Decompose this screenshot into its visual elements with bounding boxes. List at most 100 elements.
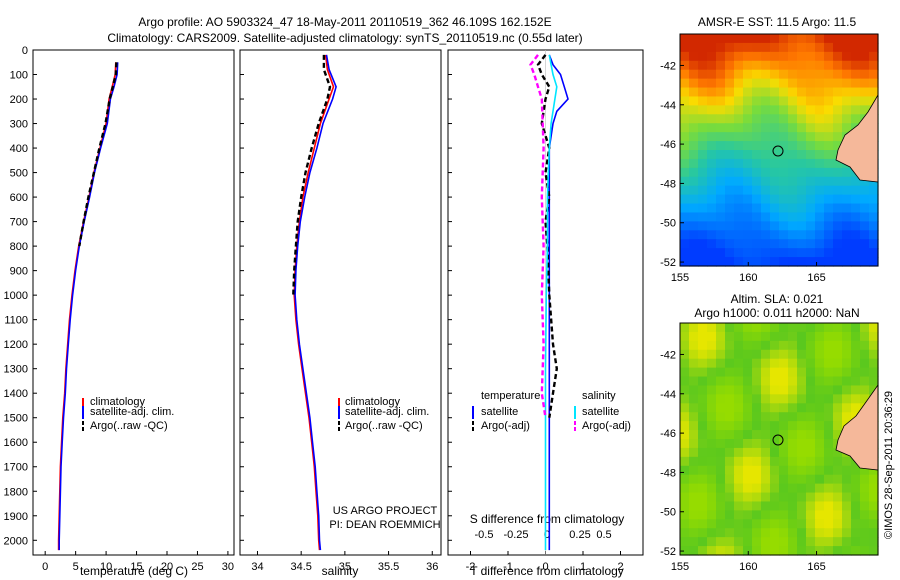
map-cell	[779, 439, 789, 449]
map-cell	[770, 96, 780, 106]
s-tick-label: -0.25	[503, 529, 528, 541]
map-cell	[770, 546, 780, 556]
map-cell	[797, 483, 807, 494]
map-cell	[797, 34, 807, 44]
map-cell	[842, 394, 852, 404]
map-cell	[761, 96, 771, 106]
map-cell	[851, 519, 861, 529]
map-cell	[698, 194, 708, 205]
map-cell	[734, 537, 744, 547]
map-cell	[761, 385, 771, 395]
map-cell	[698, 176, 708, 187]
map-cell	[797, 176, 807, 187]
map-cell	[743, 528, 753, 538]
map-cell	[788, 87, 798, 98]
map-cell	[797, 123, 807, 133]
map-cell	[689, 194, 699, 205]
map-cell	[860, 483, 870, 494]
map-cell	[698, 34, 708, 44]
map-cell	[770, 158, 780, 169]
map-cell	[770, 230, 780, 240]
map-cell	[824, 340, 834, 351]
map-cell	[680, 323, 690, 333]
map-cell	[806, 367, 816, 378]
map-cell	[734, 546, 744, 556]
map-cell	[806, 331, 816, 342]
map-cell	[779, 230, 789, 240]
map-cell	[698, 123, 708, 133]
map-cell	[761, 167, 771, 178]
map-cell	[698, 340, 708, 351]
map-cell	[725, 96, 735, 106]
map-cell	[797, 501, 807, 511]
map-cell	[680, 456, 690, 467]
map-cell	[680, 537, 690, 547]
map-cell	[860, 323, 870, 333]
map-cell	[743, 51, 753, 62]
y-tick-label: 1500	[4, 413, 28, 425]
map-cell	[842, 78, 852, 89]
map-cell	[842, 501, 852, 511]
temperature-x-axis-label: temperature (deg C)	[80, 564, 188, 578]
map-cell	[725, 78, 735, 89]
map-cell	[716, 114, 726, 124]
map-cell	[788, 185, 798, 196]
map-cell	[698, 203, 708, 214]
map-cell	[707, 51, 717, 62]
map-cell	[842, 114, 852, 124]
map-cell	[833, 60, 843, 71]
map-cell	[869, 519, 879, 529]
map-cell	[788, 492, 798, 503]
map-cell	[815, 69, 825, 80]
map-cell	[860, 248, 870, 258]
map-cell	[815, 340, 825, 351]
map-cell	[851, 42, 861, 53]
map-cell	[833, 221, 843, 231]
map-cell	[752, 483, 762, 494]
map-cell	[734, 114, 744, 124]
map-cell	[716, 483, 726, 494]
map-cell	[761, 185, 771, 196]
x-tick-label: 30	[222, 561, 234, 573]
map-cell	[761, 69, 771, 80]
map-cell	[842, 483, 852, 494]
map-cell	[689, 221, 699, 231]
map-cell	[824, 248, 834, 258]
map-cell	[707, 150, 717, 160]
temperature-legend: climatology satellite-adj. clim. Argo(..…	[82, 396, 174, 432]
map-cell	[716, 203, 726, 214]
map-cell	[797, 358, 807, 369]
map-cell	[860, 257, 870, 267]
map-cell	[779, 42, 789, 53]
map-cell	[815, 474, 825, 485]
map-cell	[743, 340, 753, 351]
map-cell	[788, 465, 798, 476]
map-cell	[680, 358, 690, 369]
map-cell	[725, 331, 735, 342]
map-cell	[824, 123, 834, 133]
map-cell	[716, 42, 726, 53]
map-cell	[689, 421, 699, 431]
map-cell	[725, 87, 735, 98]
map-cell	[770, 212, 780, 222]
map-cell	[734, 42, 744, 53]
map-cell	[680, 367, 690, 378]
map-cell	[752, 349, 762, 360]
map-cell	[752, 537, 762, 547]
map-cell	[851, 483, 861, 494]
map-cell	[788, 439, 798, 449]
map-cell	[806, 221, 816, 231]
map-cell	[842, 358, 852, 369]
legend-label-s-argo: Argo(-adj)	[582, 420, 631, 432]
map-cell	[752, 221, 762, 231]
map-cell	[752, 194, 762, 205]
map-cell	[689, 358, 699, 369]
map-cell	[860, 546, 870, 556]
map-cell	[806, 176, 816, 187]
map-cell	[824, 447, 834, 458]
map-cell	[743, 483, 753, 494]
map-cell	[842, 123, 852, 133]
map-cell	[680, 230, 690, 240]
map-cell	[761, 194, 771, 205]
map-cell	[815, 141, 825, 151]
